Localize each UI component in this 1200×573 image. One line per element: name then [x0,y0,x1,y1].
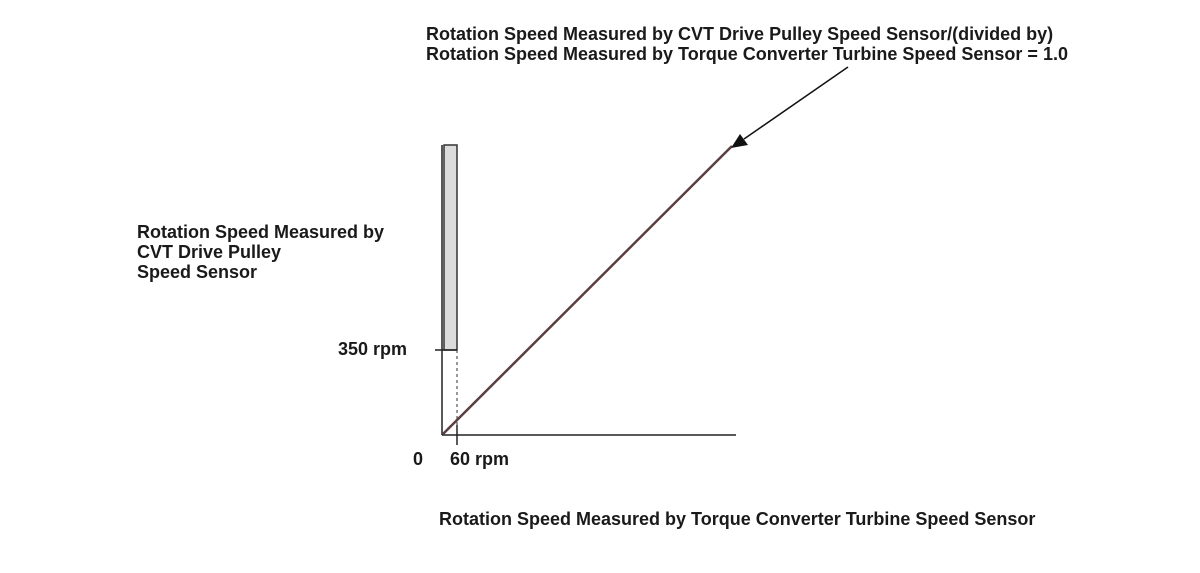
callout-arrow-line [743,66,849,140]
ratio-line [442,145,733,435]
low-speed-region [443,144,458,351]
y-axis-label-line3: Speed Sensor [137,262,258,282]
y-tick-label-350: 350 rpm [338,339,408,359]
origin-label: 0 [413,449,424,469]
x-tick-label-60: 60 rpm [450,449,510,469]
ratio-callout-label: Rotation Speed Measured by CVT Drive Pul… [426,24,1068,64]
y-axis-label: Rotation Speed Measured by CVT Drive Pul… [137,222,384,282]
x-axis-label: Rotation Speed Measured by Torque Conver… [439,509,1036,529]
ratio-callout-line1: Rotation Speed Measured by CVT Drive Pul… [426,24,1054,44]
ratio-callout-line2: Rotation Speed Measured by Torque Conver… [426,44,1068,64]
y-axis-label-line1: Rotation Speed Measured by [137,222,385,242]
callout-arrowhead [731,134,748,148]
y-axis-label-line2: CVT Drive Pulley [137,242,282,262]
